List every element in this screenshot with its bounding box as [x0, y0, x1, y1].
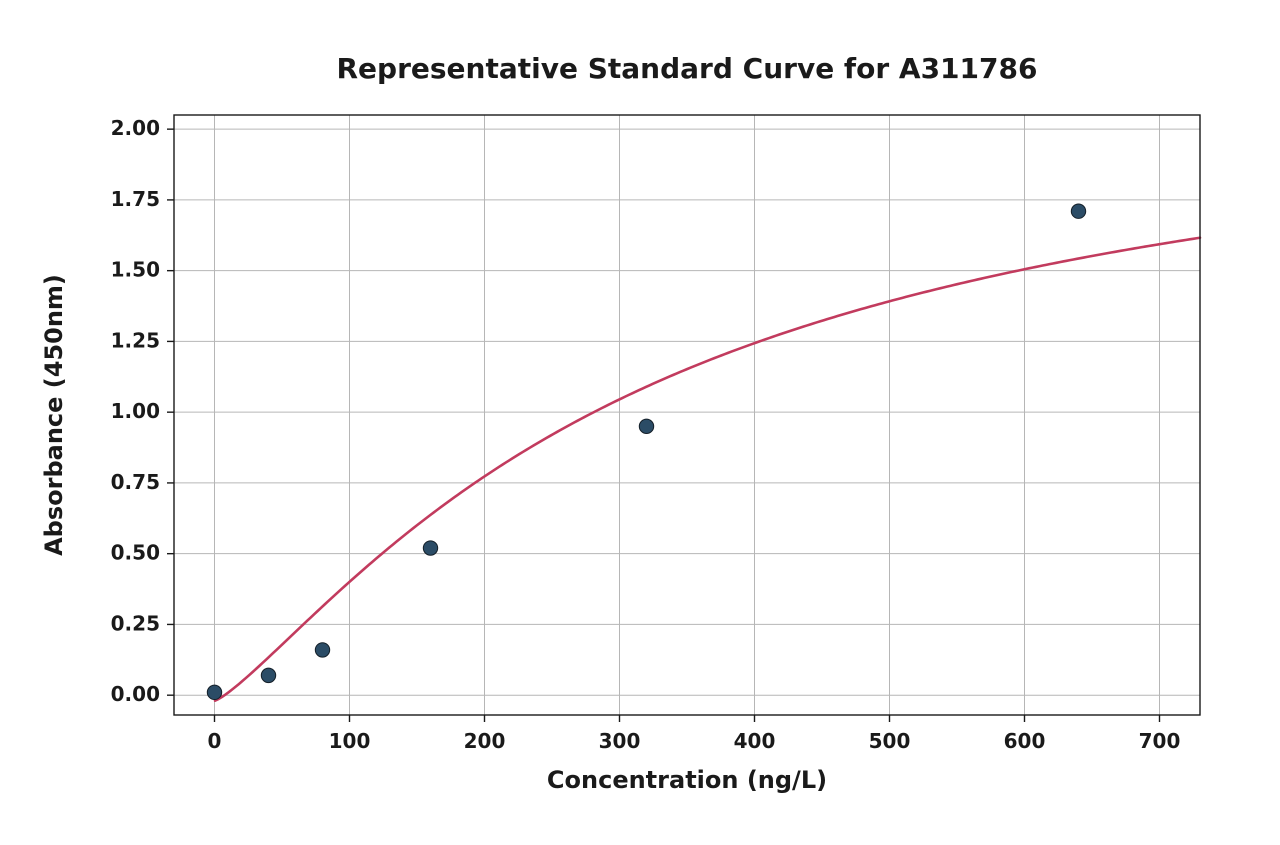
plot-bg — [174, 115, 1200, 715]
data-point — [261, 668, 275, 682]
ytick-label: 1.00 — [111, 399, 160, 423]
xtick-label: 500 — [869, 729, 911, 753]
data-point — [207, 685, 221, 699]
data-point — [639, 419, 653, 433]
ytick-label: 2.00 — [111, 116, 160, 140]
y-axis-label: Absorbance (450nm) — [40, 274, 68, 556]
ytick-label: 0.00 — [111, 682, 160, 706]
ytick-label: 1.75 — [111, 187, 160, 211]
ytick-label: 0.75 — [111, 470, 160, 494]
xtick-label: 400 — [734, 729, 776, 753]
ytick-label: 1.25 — [111, 328, 160, 352]
xtick-label: 200 — [464, 729, 506, 753]
xtick-label: 700 — [1139, 729, 1181, 753]
data-point — [315, 643, 329, 657]
chart-svg: 0 100 200 300 400 500 600 700 0.00 0.25 0.50 0.75 1.… — [0, 0, 1280, 845]
x-axis-label: Concentration (ng/L) — [547, 766, 827, 794]
ytick-label: 0.50 — [111, 541, 160, 565]
xtick-label: 300 — [599, 729, 641, 753]
data-point — [423, 541, 437, 555]
ytick-label: 1.50 — [111, 258, 160, 282]
chart-title: Representative Standard Curve for A31178… — [337, 52, 1038, 85]
chart-container: 0 100 200 300 400 500 600 700 0.00 0.25 0.50 0.75 1.… — [0, 0, 1280, 845]
xtick-label: 600 — [1004, 729, 1046, 753]
xtick-label: 0 — [208, 729, 222, 753]
data-point — [1071, 204, 1085, 218]
ytick-label: 0.25 — [111, 611, 160, 635]
xtick-label: 100 — [329, 729, 371, 753]
